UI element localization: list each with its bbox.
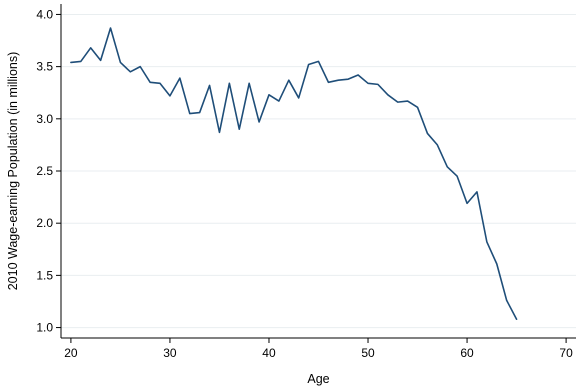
x-tick-label: 70 [559,346,573,360]
y-axis-title: 2010 Wage-earning Population (in million… [6,52,20,291]
series-group [70,27,518,321]
x-tick-label: 50 [361,346,375,360]
y-axis-ticks: 1.0 1.5 2.0 2.5 3.0 3.5 4.0 [36,7,61,335]
y-tick-label: 1.0 [36,321,53,335]
x-tick-label: 60 [460,346,474,360]
x-axis-ticks: 20 30 40 50 60 70 [64,338,573,360]
y-tick-label: 2.0 [36,216,53,230]
y-tick-label: 1.5 [36,268,53,282]
y-tick-label: 2.5 [36,164,53,178]
x-tick-label: 30 [163,346,177,360]
y-tick-label: 3.0 [36,112,53,126]
gridlines [61,13,576,329]
x-tick-label: 40 [262,346,276,360]
y-tick-label: 3.5 [36,60,53,74]
x-tick-label: 20 [64,346,78,360]
x-axis-title: Age [307,372,329,386]
series-line [70,27,518,321]
y-tick-label: 4.0 [36,7,53,21]
